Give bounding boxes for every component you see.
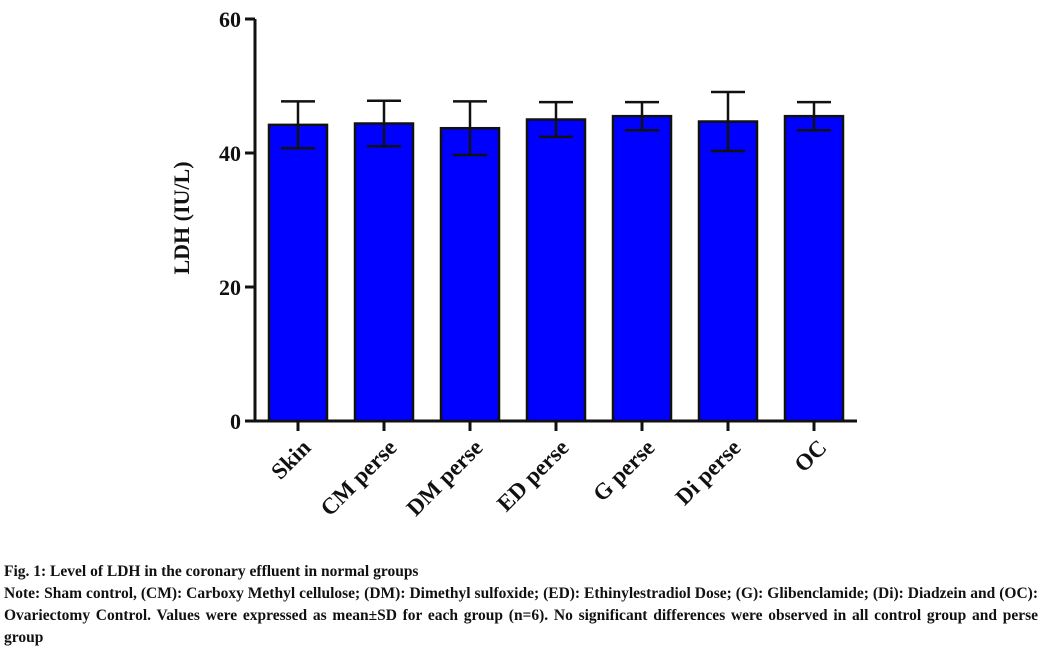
category-labels: Skin CM perse DM perse ED perse G perse Di pe… xyxy=(266,435,831,521)
error-bar xyxy=(797,100,831,132)
bars xyxy=(267,114,845,423)
error-bar xyxy=(625,100,659,132)
error-bar xyxy=(539,100,573,139)
error-bars xyxy=(281,90,831,157)
x-tick-label: G perse xyxy=(588,435,659,506)
error-bar xyxy=(711,90,745,153)
x-tick-label: ED perse xyxy=(492,435,573,516)
bar xyxy=(353,122,415,423)
bar xyxy=(611,114,673,423)
bar xyxy=(783,114,845,423)
caption-title: Fig. 1: Level of LDH in the coronary eff… xyxy=(4,563,419,580)
x-axis xyxy=(254,419,857,431)
error-bar xyxy=(281,100,315,150)
x-tick-label: CM perse xyxy=(316,435,402,521)
error-bar xyxy=(453,100,487,157)
bar xyxy=(697,120,759,423)
bar xyxy=(267,123,329,423)
bar xyxy=(525,118,587,423)
x-tick-label: OC xyxy=(789,435,831,477)
figure-caption: Fig. 1: Level of LDH in the coronary eff… xyxy=(4,561,1038,649)
bar-chart: 0 20 40 60 Skin CM perse DM perse ED perse G pe… xyxy=(169,7,857,521)
y-axis: 0 20 40 60 xyxy=(219,7,257,434)
y-tick-label: 0 xyxy=(230,409,241,434)
error-bar xyxy=(367,99,401,148)
y-axis-title: LDH (IU/L) xyxy=(169,161,194,274)
x-tick-label: Di perse xyxy=(670,435,745,510)
x-tick-label: DM perse xyxy=(402,435,488,521)
y-tick-label: 60 xyxy=(219,7,241,32)
x-tick-label: Skin xyxy=(266,435,315,484)
y-tick-label: 40 xyxy=(219,141,241,166)
caption-note: Note: Sham control, (CM): Carboxy Methyl… xyxy=(4,585,1038,646)
y-tick-label: 20 xyxy=(219,275,241,300)
bar xyxy=(439,126,501,423)
